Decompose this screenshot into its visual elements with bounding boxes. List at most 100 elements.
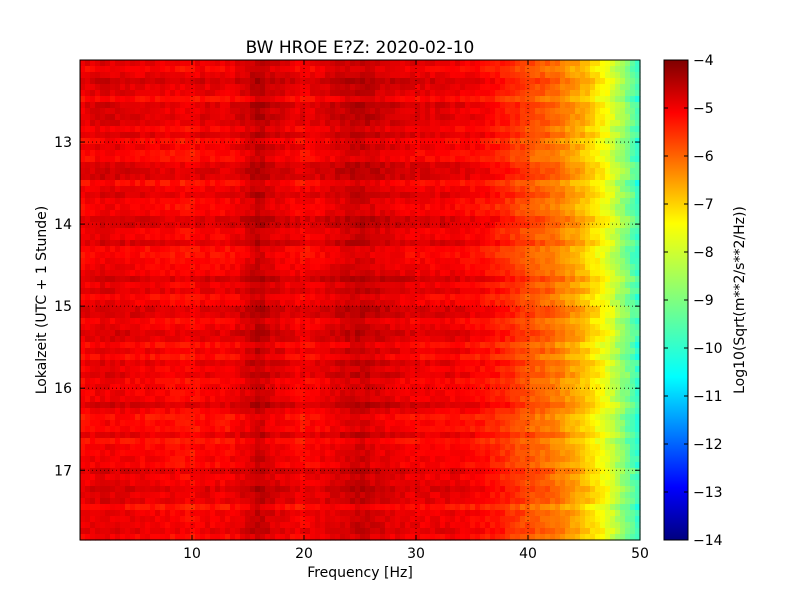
heatmap-cell — [100, 318, 106, 325]
heatmap-cell — [605, 306, 611, 313]
heatmap-cell — [605, 288, 611, 295]
heatmap-cell — [545, 234, 551, 241]
heatmap-cell — [125, 216, 131, 223]
heatmap-cell — [445, 306, 451, 313]
heatmap-cell — [415, 276, 421, 283]
heatmap-cell — [545, 276, 551, 283]
heatmap-cell — [390, 222, 396, 229]
heatmap-cell — [85, 228, 91, 235]
heatmap-cell — [635, 96, 641, 103]
heatmap-cell — [205, 234, 211, 241]
heatmap-cell — [575, 222, 581, 229]
heatmap-cell — [600, 126, 606, 133]
heatmap-cell — [440, 186, 446, 193]
heatmap-cell — [375, 198, 381, 205]
heatmap-cell — [540, 258, 546, 265]
heatmap-cell — [605, 294, 611, 301]
heatmap-cell — [345, 186, 351, 193]
heatmap-cell — [425, 228, 431, 235]
heatmap-cell — [615, 150, 621, 157]
heatmap-cell — [125, 114, 131, 121]
heatmap-cell — [455, 210, 461, 217]
heatmap-cell — [220, 156, 226, 163]
heatmap-cell — [560, 252, 566, 259]
heatmap-cell — [405, 180, 411, 187]
heatmap-cell — [80, 288, 86, 295]
heatmap-cell — [370, 126, 376, 133]
heatmap-cell — [430, 300, 436, 307]
heatmap-cell — [535, 174, 541, 181]
heatmap-cell — [240, 198, 246, 205]
heatmap-cell — [370, 270, 376, 277]
heatmap-cell — [505, 90, 511, 97]
heatmap-cell — [590, 282, 596, 289]
heatmap-cell — [475, 240, 481, 247]
heatmap-cell — [200, 168, 206, 175]
heatmap-cell — [400, 90, 406, 97]
heatmap-cell — [105, 114, 111, 121]
heatmap-cell — [265, 300, 271, 307]
heatmap-cell — [550, 186, 556, 193]
heatmap-cell — [195, 324, 201, 331]
heatmap-cell — [630, 258, 636, 265]
heatmap-cell — [120, 156, 126, 163]
heatmap-cell — [245, 306, 251, 313]
heatmap-cell — [610, 312, 616, 319]
heatmap-cell — [625, 264, 631, 271]
heatmap-cell — [370, 66, 376, 73]
heatmap-cell — [480, 180, 486, 187]
heatmap-cell — [440, 222, 446, 229]
heatmap-cell — [405, 270, 411, 277]
heatmap-cell — [305, 138, 311, 145]
heatmap-cell — [295, 150, 301, 157]
heatmap-cell — [485, 318, 491, 325]
heatmap-cell — [340, 252, 346, 259]
heatmap-cell — [190, 156, 196, 163]
heatmap-cell — [310, 66, 316, 73]
heatmap-cell — [585, 132, 591, 139]
heatmap-cell — [355, 60, 361, 67]
heatmap-cell — [260, 180, 266, 187]
heatmap-cell — [295, 180, 301, 187]
heatmap-cell — [280, 156, 286, 163]
heatmap-cell — [420, 138, 426, 145]
heatmap-cell — [390, 162, 396, 169]
heatmap-cell — [115, 216, 121, 223]
heatmap-cell — [415, 84, 421, 91]
heatmap-cell — [545, 126, 551, 133]
heatmap-cell — [530, 204, 536, 211]
heatmap-cell — [235, 234, 241, 241]
heatmap-cell — [145, 126, 151, 133]
heatmap-cell — [155, 66, 161, 73]
heatmap-cell — [155, 264, 161, 271]
heatmap-cell — [205, 144, 211, 151]
heatmap-cell — [330, 108, 336, 115]
heatmap-cell — [415, 132, 421, 139]
heatmap-cell — [270, 324, 276, 331]
heatmap-cell — [200, 246, 206, 253]
heatmap-cells — [80, 60, 641, 541]
heatmap-cell — [485, 126, 491, 133]
heatmap-cell — [535, 300, 541, 307]
heatmap-cell — [245, 138, 251, 145]
heatmap-cell — [445, 318, 451, 325]
heatmap-cell — [515, 138, 521, 145]
heatmap-cell — [615, 132, 621, 139]
heatmap-cell — [150, 276, 156, 283]
heatmap-cell — [280, 96, 286, 103]
heatmap-cell — [355, 222, 361, 229]
heatmap-cell — [500, 216, 506, 223]
heatmap-cell — [255, 138, 261, 145]
heatmap-cell — [275, 72, 281, 79]
heatmap-cell — [435, 210, 441, 217]
heatmap-cell — [340, 204, 346, 211]
heatmap-cell — [210, 222, 216, 229]
heatmap-cell — [345, 192, 351, 199]
heatmap-cell — [150, 312, 156, 319]
heatmap-cell — [345, 90, 351, 97]
heatmap-cell — [545, 282, 551, 289]
heatmap-cell — [435, 312, 441, 319]
heatmap-cell — [115, 210, 121, 217]
heatmap-cell — [615, 222, 621, 229]
heatmap-cell — [185, 90, 191, 97]
